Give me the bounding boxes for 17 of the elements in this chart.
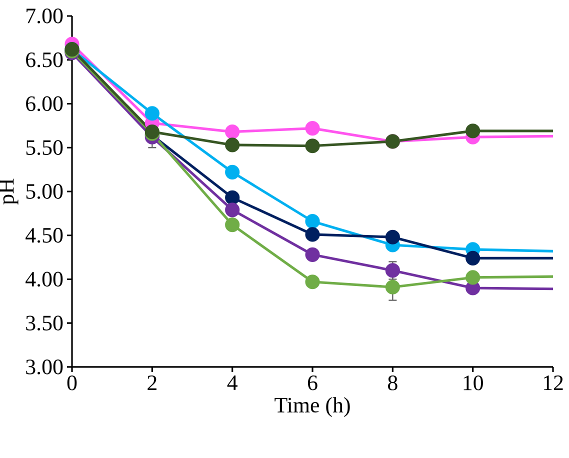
y-tick-label: 3.50 <box>26 316 63 331</box>
x-tick-label: 2 <box>148 376 156 390</box>
y-tick-label: 3.00 <box>26 360 63 374</box>
y-tick-label: 6.50 <box>26 52 63 68</box>
x-axis-title: Time (h) <box>274 397 350 418</box>
y-tick-label: 7.00 <box>26 8 63 24</box>
x-tick-label: 8 <box>388 376 398 390</box>
x-tick-label: 6 <box>308 376 318 390</box>
y-tick-label: 6.00 <box>26 96 63 112</box>
x-tick-label: 12 <box>544 376 563 390</box>
x-tick-label: 0 <box>67 376 77 390</box>
x-tick-label: 4 <box>227 376 238 390</box>
y-tick-label: 5.00 <box>26 184 63 199</box>
x-tick-label: 10 <box>464 376 483 390</box>
y-tick-label: 4.00 <box>26 272 63 287</box>
y-tick-label: 4.50 <box>26 228 63 243</box>
y-tick-label: 5.50 <box>26 140 63 156</box>
